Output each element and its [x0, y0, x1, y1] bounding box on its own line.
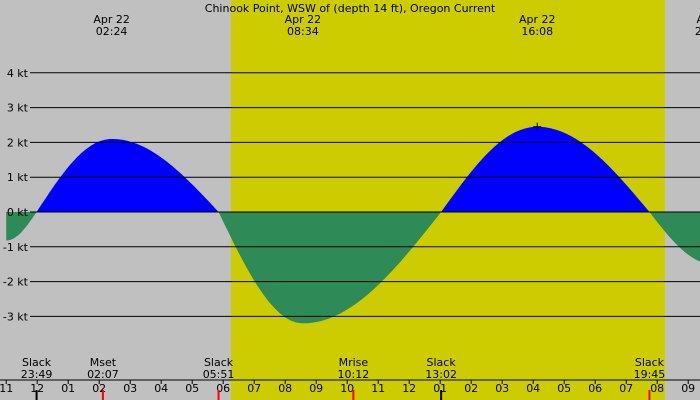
x-tick-label: 07: [247, 382, 261, 395]
x-tick-label: 05: [185, 382, 199, 395]
y-tick-label: 0 kt: [7, 206, 29, 219]
top-date-label: Apr 22: [285, 13, 322, 26]
gridlines: [30, 72, 700, 317]
event-name-label: Slack: [204, 356, 234, 369]
x-tick-label: 02: [92, 382, 106, 395]
y-axis-labels: 4 kt 3 kt 2 kt 1 kt 0 kt -1 kt -2 kt -3 kt: [3, 67, 29, 324]
current-area-ebb-2: [218, 212, 442, 324]
x-tick-label: 12: [30, 382, 44, 395]
y-tick-label: -3 kt: [3, 310, 29, 323]
y-tick-label: 2 kt: [7, 136, 29, 149]
current-area-flood-3: [441, 126, 650, 212]
y-tick-label: -2 kt: [3, 276, 29, 289]
y-tick-label: 1 kt: [7, 171, 29, 184]
event-time-label: 10:12: [338, 368, 370, 381]
moon-event-mark: [648, 390, 651, 400]
moon-event-mark: [101, 390, 104, 400]
peak-marker: [533, 122, 542, 131]
x-tick-label: 01: [61, 382, 75, 395]
x-tick-label: 04: [154, 382, 168, 395]
event-time-label: 13:02: [425, 368, 457, 381]
sun-event-mark: [35, 390, 38, 400]
x-tick-label: 04: [526, 382, 540, 395]
x-tick-label: 05: [557, 382, 571, 395]
y-tick-label: 3 kt: [7, 102, 29, 115]
x-tick-label: 08: [650, 382, 664, 395]
event-name-label: Slack: [427, 356, 457, 369]
x-tick-label: 09: [681, 382, 695, 395]
x-tick-label: 07: [619, 382, 633, 395]
x-tick-label: 06: [216, 382, 230, 395]
top-time-label: 21:: [695, 25, 700, 38]
moon-event-mark: [217, 390, 220, 400]
x-tick-label: 01: [433, 382, 447, 395]
event-time-label: 23:49: [21, 368, 53, 381]
event-name-label: Slack: [22, 356, 52, 369]
event-labels: Slack23:49Mset02:07Slack05:51Mrise10:12S…: [21, 356, 666, 381]
x-axis: 11 12 01 02 03 04 05 06 07 08 09 10 11 12 01 02 03 04 05 06…: [0, 379, 700, 400]
event-time-label: 02:07: [87, 368, 119, 381]
x-tick-label: 10: [340, 382, 354, 395]
event-time-label: 05:51: [203, 368, 235, 381]
x-tick-label: 03: [495, 382, 509, 395]
current-areas: [6, 126, 700, 324]
chart-title: Chinook Point, WSW of (depth 14 ft), Ore…: [205, 2, 496, 15]
top-date-label: Ap: [696, 13, 700, 26]
sun-event-mark: [440, 390, 443, 400]
top-time-label: 16:08: [521, 25, 553, 38]
x-tick-label: 12: [402, 382, 416, 395]
event-time-label: 19:45: [634, 368, 666, 381]
x-tick-label: 06: [588, 382, 602, 395]
current-area-flood-1: [36, 139, 219, 212]
x-tick-label: 08: [278, 382, 292, 395]
moon-event-mark: [352, 390, 355, 400]
x-tick-label: 02: [464, 382, 478, 395]
current-area-ebb-4: [649, 212, 700, 262]
y-tick-label: 4 kt: [7, 67, 29, 80]
event-name-label: Mset: [90, 356, 117, 369]
y-tick-label: -1 kt: [3, 241, 29, 254]
top-time-label: 02:24: [96, 25, 128, 38]
event-name-label: Mrise: [339, 356, 369, 369]
current-area-ebb-0: [6, 212, 37, 241]
x-tick-label: 11: [371, 382, 385, 395]
x-tick-label: 03: [123, 382, 137, 395]
top-date-label: Apr 22: [519, 13, 556, 26]
event-name-label: Slack: [635, 356, 665, 369]
top-date-label: Apr 22: [93, 13, 130, 26]
top-time-label: 08:34: [287, 25, 319, 38]
x-tick-label: 11: [0, 382, 13, 395]
x-tick-label: 09: [309, 382, 323, 395]
